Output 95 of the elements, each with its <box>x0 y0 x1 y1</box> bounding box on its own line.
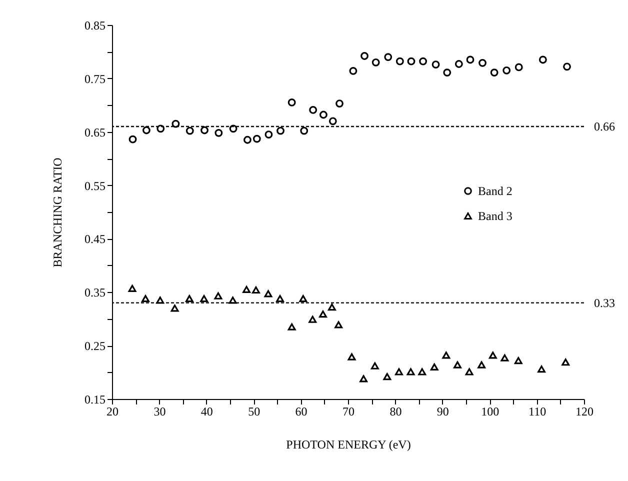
point <box>214 292 222 300</box>
point <box>490 68 498 77</box>
y-tick-label: 0.35 <box>84 286 106 300</box>
point <box>156 124 165 133</box>
x-axis-title: PHOTON ENERGY (eV) <box>286 438 411 452</box>
point <box>276 126 284 135</box>
point <box>142 295 150 302</box>
point <box>538 56 547 64</box>
y-tick-label: 0.25 <box>84 339 106 354</box>
point <box>142 126 150 134</box>
point <box>442 352 450 359</box>
y-axis-title: BRANCHING RATIO <box>50 157 64 268</box>
y-tick-label: 0.65 <box>84 125 106 140</box>
y-tick-label: 0.45 <box>84 232 106 246</box>
point <box>328 304 336 311</box>
point <box>514 356 522 364</box>
point <box>430 363 438 370</box>
point <box>288 98 296 106</box>
x-tick-label: 110 <box>528 404 546 418</box>
point <box>478 361 486 368</box>
point <box>372 58 380 66</box>
point <box>308 316 317 323</box>
point <box>264 130 273 138</box>
point <box>500 354 509 362</box>
point <box>170 304 179 312</box>
point <box>334 321 343 328</box>
point <box>395 368 403 376</box>
x-tick-label: 40 <box>200 404 213 418</box>
point <box>384 53 392 62</box>
x-tick-label: 50 <box>248 404 260 418</box>
point <box>252 134 261 143</box>
point <box>465 368 474 376</box>
point <box>562 358 570 366</box>
point <box>299 295 308 302</box>
point <box>128 284 136 292</box>
y-tick-label: 0.75 <box>84 72 106 86</box>
y-tick-label: 0.15 <box>84 392 106 406</box>
point <box>244 136 252 144</box>
point <box>214 128 223 137</box>
point <box>276 295 284 302</box>
point <box>563 62 571 71</box>
point <box>488 352 497 359</box>
point <box>156 296 164 304</box>
point <box>300 126 308 135</box>
point <box>319 110 328 119</box>
point <box>319 310 327 318</box>
point <box>454 361 462 368</box>
point <box>419 57 428 66</box>
x-tick-label: 60 <box>295 404 308 418</box>
point <box>309 106 318 114</box>
point <box>228 296 237 304</box>
point <box>407 57 416 66</box>
x-tick-label: 120 <box>576 404 594 418</box>
point <box>396 57 404 66</box>
y-tick-label: 0.55 <box>84 178 106 193</box>
x-tick-label: 80 <box>390 404 402 418</box>
point <box>200 126 208 134</box>
point <box>454 60 463 68</box>
point <box>348 353 356 360</box>
point <box>370 362 379 370</box>
point <box>383 373 392 380</box>
x-tick-label: 70 <box>342 404 354 418</box>
point <box>242 286 250 294</box>
x-tick-label: 100 <box>481 404 500 418</box>
ref-line-label: 0.66 <box>594 120 615 134</box>
point <box>185 295 194 302</box>
point <box>478 58 486 67</box>
point <box>432 60 440 68</box>
point <box>443 68 452 77</box>
point <box>406 368 415 376</box>
point <box>264 290 272 298</box>
point <box>466 56 474 64</box>
x-tick-label: 90 <box>436 404 449 418</box>
x-tick-label: 30 <box>154 404 166 418</box>
point <box>288 323 296 330</box>
y-tick-label: 0.85 <box>84 18 106 32</box>
point <box>514 63 523 72</box>
legend-label: Band 3 <box>478 209 512 223</box>
point <box>360 375 368 382</box>
legend-label: Band 2 <box>478 184 512 198</box>
point <box>128 135 137 144</box>
point <box>538 366 546 373</box>
point <box>229 124 238 133</box>
point <box>418 368 426 376</box>
point <box>172 120 180 128</box>
point <box>502 66 511 74</box>
point <box>200 295 208 302</box>
ref-line-label: 0.33 <box>594 296 615 310</box>
point <box>252 286 260 294</box>
point <box>349 66 358 75</box>
point <box>186 126 194 135</box>
x-tick-label: 20 <box>106 404 118 418</box>
point <box>328 117 337 126</box>
point <box>360 52 368 60</box>
point <box>336 100 344 108</box>
